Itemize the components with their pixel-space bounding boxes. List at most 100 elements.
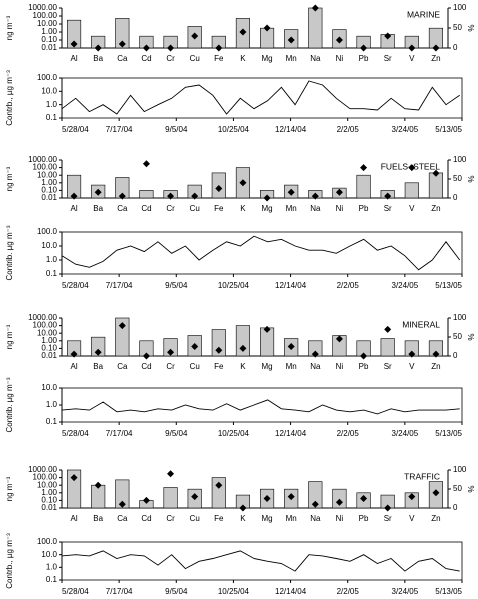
- x-tick-label: 5/28/04: [62, 125, 89, 134]
- diamond-marker: [360, 352, 368, 360]
- y-axis-label: ng m⁻³: [5, 166, 14, 191]
- x-tick-label: Mn: [286, 54, 297, 63]
- diamond-marker: [408, 350, 416, 358]
- diamond-marker: [239, 28, 247, 36]
- diamond-marker: [263, 24, 271, 32]
- y-tick-label: 10.0: [41, 550, 57, 559]
- y-axis-label: Contrb., µg m⁻³: [5, 533, 14, 589]
- diamond-marker: [432, 489, 440, 497]
- diamond-marker: [432, 350, 440, 358]
- factor-label: MINERAL: [402, 319, 440, 329]
- diamond-marker: [142, 352, 150, 360]
- x-tick-label: Cr: [166, 54, 175, 63]
- bar: [332, 488, 347, 509]
- diamond-marker: [311, 500, 319, 508]
- x-tick-label: Ca: [117, 514, 128, 523]
- x-tick-label: Ca: [117, 54, 128, 63]
- diamond-marker: [239, 179, 247, 187]
- y-tick-label: 10.0: [41, 241, 57, 250]
- factor-label: TRAFFIC: [404, 471, 440, 481]
- x-tick-label: Cr: [166, 204, 175, 213]
- y-tick-label: 100.00: [33, 11, 58, 20]
- x-tick-label: Ca: [117, 204, 128, 213]
- y-tick-label: 0.01: [41, 43, 57, 52]
- x-tick-label: 10/25/04: [218, 429, 250, 438]
- y-tick-label: 1.0: [46, 400, 58, 409]
- x-tick-label: Fe: [214, 514, 224, 523]
- y2-tick-label: 50: [453, 484, 462, 493]
- diamond-marker: [94, 348, 102, 356]
- y-tick-label: 10.0: [41, 86, 57, 95]
- x-tick-label: Cd: [141, 204, 151, 213]
- y-axis-label: Contrb., µg m⁻³: [5, 70, 14, 126]
- y-tick-label: 0.10: [41, 496, 57, 505]
- diamond-marker: [311, 192, 319, 200]
- y-tick-label: 0.1: [46, 417, 58, 426]
- bar: [67, 19, 82, 49]
- x-tick-label: Mn: [286, 204, 297, 213]
- x-tick-label: K: [240, 54, 246, 63]
- contribution-line: [61, 80, 460, 115]
- diamond-marker: [432, 44, 440, 52]
- y-axis-label: ng m⁻³: [5, 476, 14, 501]
- x-tick-label: Ba: [93, 204, 103, 213]
- x-tick-label: Al: [71, 514, 78, 523]
- diamond-marker: [287, 493, 295, 501]
- diamond-marker: [191, 493, 199, 501]
- diamond-marker: [94, 481, 102, 489]
- diamond-marker: [167, 44, 175, 52]
- x-tick-label: K: [240, 204, 246, 213]
- y-tick-label: 1.0: [46, 100, 58, 109]
- plot-frame: [61, 231, 463, 275]
- diamond-marker: [167, 192, 175, 200]
- x-tick-label: Cd: [141, 362, 151, 371]
- diamond-marker: [167, 470, 175, 478]
- x-tick-label: Ba: [93, 514, 103, 523]
- y-tick-label: 1.00: [41, 27, 57, 36]
- diamond-marker: [118, 192, 126, 200]
- x-tick-label: 10/25/04: [218, 125, 250, 134]
- x-tick-label: 5/13/05: [435, 429, 462, 438]
- bar: [356, 174, 371, 199]
- plot-frame: [61, 77, 463, 119]
- y2-tick-label: 0: [453, 351, 458, 360]
- x-tick-label: 7/17/04: [106, 587, 133, 596]
- y2-axis-label: %: [467, 333, 476, 340]
- x-tick-label: Fe: [214, 54, 224, 63]
- x-tick-label: K: [240, 362, 246, 371]
- x-tick-label: Na: [310, 54, 321, 63]
- diamond-marker: [263, 495, 271, 502]
- diamond-marker: [360, 495, 368, 502]
- diamond-marker: [287, 188, 295, 196]
- x-tick-label: 3/24/05: [392, 281, 419, 290]
- x-tick-label: Ni: [336, 514, 344, 523]
- x-tick-label: 9/5/04: [165, 125, 188, 134]
- x-tick-label: Pb: [359, 204, 369, 213]
- x-tick-label: 10/25/04: [218, 587, 250, 596]
- y-tick-label: 0.01: [41, 351, 57, 360]
- y2-tick-label: 50: [453, 332, 462, 341]
- diamond-marker: [118, 500, 126, 508]
- y-tick-label: 10.00: [37, 328, 58, 337]
- x-tick-label: Cr: [166, 362, 175, 371]
- x-tick-label: Al: [71, 54, 78, 63]
- diamond-marker: [335, 498, 343, 506]
- x-tick-label: Pb: [359, 514, 369, 523]
- y2-tick-label: 100: [453, 3, 467, 12]
- x-tick-label: 2/2/05: [337, 125, 360, 134]
- bar: [115, 18, 130, 49]
- x-tick-label: 12/14/04: [275, 587, 307, 596]
- y-tick-label: 0.10: [41, 35, 57, 44]
- contribution-line: [61, 550, 460, 572]
- x-tick-label: Ba: [93, 54, 103, 63]
- x-tick-label: 12/14/04: [275, 281, 307, 290]
- y-tick-label: 1.00: [41, 488, 57, 497]
- y-tick-label: 100.00: [33, 163, 58, 172]
- diamond-marker: [239, 344, 247, 352]
- bar: [308, 481, 323, 509]
- y-tick-label: 10.00: [37, 19, 58, 28]
- x-tick-label: 5/13/05: [435, 125, 462, 134]
- x-tick-label: 5/28/04: [62, 429, 89, 438]
- x-tick-label: Ba: [93, 362, 103, 371]
- x-tick-label: 7/17/04: [106, 125, 133, 134]
